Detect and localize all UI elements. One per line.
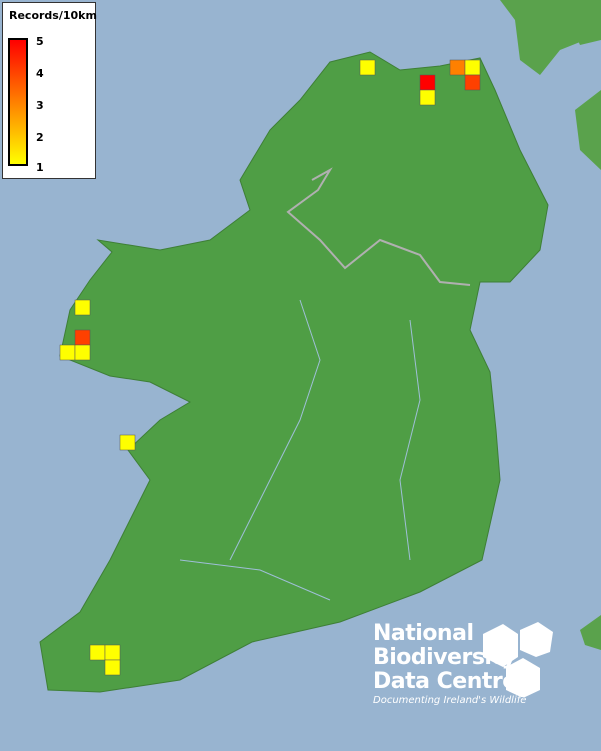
logo-text: Data Centre	[373, 669, 517, 694]
logo-tagline: Documenting Ireland's Wildlife	[373, 695, 527, 706]
legend-title: Records/10km	[9, 9, 97, 22]
legend-tick: 2	[36, 131, 44, 144]
ireland-landmass	[39, 51, 549, 693]
record-square	[104, 644, 121, 661]
river-network	[179, 299, 421, 601]
legend-tick: 4	[36, 67, 44, 80]
record-square	[464, 59, 481, 76]
record-square	[419, 74, 436, 91]
record-square	[119, 434, 136, 451]
legend-tick: 3	[36, 99, 44, 112]
wales-landmass	[580, 615, 601, 650]
hexagon-logo-icon	[483, 622, 553, 697]
legend-tick: 5	[36, 35, 44, 48]
record-square	[449, 59, 466, 76]
scotland-landmass	[500, 0, 601, 170]
record-square	[104, 659, 121, 676]
record-square	[359, 59, 376, 76]
record-squares	[59, 59, 481, 676]
record-square	[74, 344, 91, 361]
record-square	[74, 299, 91, 316]
nbdc-logo: National Biodiversity Data Centre Docume…	[373, 621, 553, 706]
legend: Records/10km 5 4 3 2 1	[2, 2, 97, 179]
legend-tick: 1	[36, 161, 44, 174]
record-square	[419, 89, 436, 106]
record-square	[74, 329, 91, 346]
record-square	[89, 644, 106, 661]
record-square	[464, 74, 481, 91]
logo-text: National	[373, 621, 474, 646]
color-ramp	[8, 38, 28, 166]
ni-border	[286, 167, 471, 286]
record-square	[59, 344, 76, 361]
